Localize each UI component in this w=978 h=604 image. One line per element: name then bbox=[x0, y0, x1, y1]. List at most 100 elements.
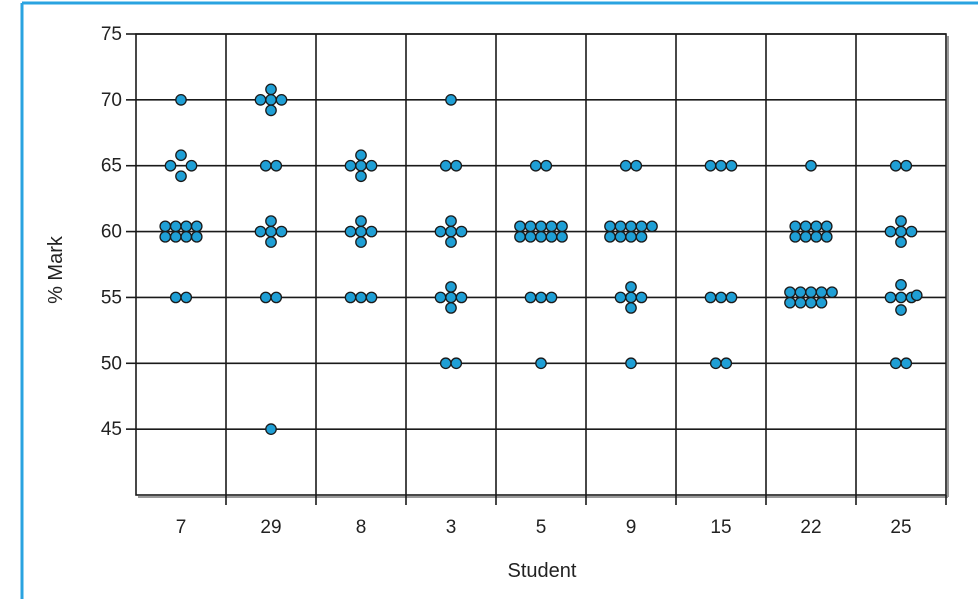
data-point-3-60-5 bbox=[445, 236, 457, 248]
x-tick-label-5: 5 bbox=[536, 517, 547, 538]
data-point-9-60-8 bbox=[625, 230, 637, 243]
data-point-3-50-2 bbox=[450, 357, 463, 370]
data-point-9-60-5 bbox=[646, 220, 658, 233]
data-point-29-65-1 bbox=[259, 159, 272, 172]
data-point-5-60-2 bbox=[524, 220, 537, 233]
data-point-5-60-10 bbox=[556, 230, 568, 243]
data-point-5-60-3 bbox=[535, 220, 547, 233]
data-point-3-60-2 bbox=[434, 225, 447, 238]
data-point-15-65-1 bbox=[704, 159, 717, 172]
data-point-25-50-1 bbox=[889, 357, 902, 370]
x-tick-label-25: 25 bbox=[890, 517, 911, 538]
data-point-3-60-4 bbox=[455, 225, 468, 238]
data-point-9-60-7 bbox=[614, 230, 627, 243]
x-tick-label-22: 22 bbox=[800, 517, 821, 538]
data-point-7-60-4 bbox=[190, 220, 203, 233]
data-point-7-60-3 bbox=[180, 220, 193, 233]
data-point-3-50-1 bbox=[439, 357, 452, 370]
data-point-7-60-1 bbox=[159, 220, 172, 233]
y-tick-label-75: 75 bbox=[101, 24, 122, 45]
data-point-8-60-4 bbox=[365, 225, 378, 238]
data-point-25-55-6 bbox=[910, 289, 923, 302]
data-point-8-55-3 bbox=[365, 291, 378, 304]
data-point-29-70-3 bbox=[265, 94, 277, 106]
data-point-15-55-1 bbox=[704, 291, 717, 304]
data-point-5-55-2 bbox=[535, 291, 547, 304]
x-tick-label-15: 15 bbox=[710, 517, 731, 538]
data-point-5-60-5 bbox=[556, 220, 568, 233]
data-point-9-55-1 bbox=[625, 281, 637, 293]
data-point-29-70-1 bbox=[265, 83, 277, 96]
data-point-29-65-2 bbox=[270, 159, 283, 172]
data-point-25-65-2 bbox=[900, 159, 913, 172]
data-point-8-55-2 bbox=[355, 291, 367, 304]
data-point-8-60-5 bbox=[355, 236, 367, 248]
data-point-25-55-5 bbox=[895, 304, 907, 316]
plot-area-frame bbox=[135, 33, 947, 496]
x-tick-label-7: 7 bbox=[176, 517, 187, 538]
data-point-5-55-3 bbox=[545, 291, 558, 304]
data-point-7-60-2 bbox=[169, 220, 182, 233]
data-point-7-65-3 bbox=[185, 159, 198, 172]
data-point-5-60-4 bbox=[545, 220, 558, 233]
data-point-9-60-2 bbox=[614, 220, 627, 233]
data-point-22-55-3 bbox=[805, 286, 817, 299]
data-point-7-65-2 bbox=[164, 159, 177, 172]
data-point-3-55-1 bbox=[445, 281, 457, 293]
data-point-15-55-2 bbox=[715, 291, 727, 304]
data-point-3-55-4 bbox=[455, 291, 468, 304]
x-tick-labels: 7 29 8 3 5 9 15 22 25 bbox=[176, 495, 947, 538]
data-point-15-65-2 bbox=[715, 159, 727, 172]
data-point-22-55-7 bbox=[794, 296, 807, 309]
data-point-25-60-1 bbox=[895, 215, 907, 227]
data-point-3-60-3 bbox=[445, 225, 457, 238]
data-point-9-55-2 bbox=[614, 291, 627, 304]
data-point-5-60-1 bbox=[514, 220, 526, 233]
data-point-5-55-1 bbox=[524, 291, 537, 304]
data-point-3-70-1 bbox=[445, 94, 457, 106]
data-point-15-50-1 bbox=[709, 357, 722, 370]
data-point-29-70-5 bbox=[265, 104, 277, 117]
data-point-22-55-8 bbox=[805, 296, 817, 309]
data-point-9-60-4 bbox=[635, 220, 648, 233]
data-point-5-65-2 bbox=[540, 159, 553, 172]
data-point-7-55-1 bbox=[169, 291, 182, 304]
data-point-3-65-1 bbox=[439, 159, 452, 172]
x-tick-label-29: 29 bbox=[260, 517, 281, 538]
data-point-22-60-6 bbox=[799, 230, 812, 243]
data-point-8-65-2 bbox=[344, 159, 357, 172]
data-point-5-60-6 bbox=[514, 230, 526, 243]
y-tick-label-45: 45 bbox=[101, 419, 122, 440]
data-point-22-60-4 bbox=[820, 220, 833, 233]
data-point-3-55-3 bbox=[445, 291, 457, 304]
data-point-22-60-8 bbox=[820, 230, 833, 243]
data-point-9-50-1 bbox=[625, 357, 637, 370]
data-point-15-55-3 bbox=[725, 291, 738, 304]
data-point-9-55-3 bbox=[625, 291, 637, 304]
data-point-25-60-5 bbox=[895, 236, 907, 248]
data-point-5-60-7 bbox=[524, 230, 537, 243]
data-point-7-65-4 bbox=[175, 170, 187, 183]
data-point-8-60-2 bbox=[344, 225, 357, 238]
data-point-9-60-1 bbox=[604, 220, 616, 233]
data-point-3-60-1 bbox=[445, 215, 457, 227]
data-point-29-60-5 bbox=[265, 236, 277, 248]
figure-border bbox=[20, 1, 978, 599]
data-point-29-55-2 bbox=[270, 291, 283, 304]
data-point-22-65-1 bbox=[805, 159, 817, 172]
data-point-8-65-4 bbox=[365, 159, 378, 172]
data-point-7-60-6 bbox=[169, 230, 182, 243]
data-point-25-50-2 bbox=[900, 357, 913, 370]
data-point-7-60-5 bbox=[159, 230, 172, 243]
data-point-8-65-5 bbox=[355, 170, 367, 183]
data-point-8-65-3 bbox=[355, 159, 367, 172]
data-point-7-55-2 bbox=[180, 291, 193, 304]
data-point-22-55-5 bbox=[826, 286, 838, 299]
data-point-8-60-3 bbox=[355, 225, 367, 238]
data-point-3-65-2 bbox=[450, 159, 463, 172]
data-point-5-60-9 bbox=[545, 230, 558, 243]
data-point-5-65-1 bbox=[529, 159, 542, 172]
data-point-8-65-1 bbox=[355, 149, 367, 162]
data-point-22-60-3 bbox=[810, 220, 823, 233]
